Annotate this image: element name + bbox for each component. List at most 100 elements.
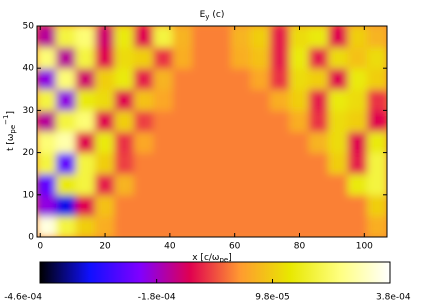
- heat-cell: [347, 215, 369, 237]
- heat-cell: [328, 215, 349, 237]
- heat-cell: [153, 215, 174, 237]
- heat-cell: [153, 46, 174, 69]
- heat-cell: [211, 109, 232, 132]
- heat-cell: [133, 67, 155, 90]
- heat-cell: [367, 215, 387, 237]
- heat-cell: [308, 194, 330, 217]
- heat-cell: [153, 67, 174, 90]
- heat-cell: [347, 131, 369, 154]
- heat-cell: [37, 152, 57, 175]
- heat-cell: [55, 67, 77, 90]
- heat-cell: [192, 67, 213, 90]
- heat-cell: [114, 215, 135, 237]
- heat-cell: [114, 67, 135, 90]
- heat-cell: [308, 131, 330, 154]
- heat-cell: [211, 46, 232, 69]
- heat-cell: [94, 173, 116, 196]
- heat-cell: [269, 215, 291, 237]
- heat-cell: [55, 152, 77, 175]
- heat-cell: [308, 67, 330, 90]
- heat-cell: [37, 67, 57, 90]
- heat-cell: [211, 173, 232, 196]
- heat-cell: [328, 131, 349, 154]
- heat-cell: [153, 194, 174, 217]
- heat-cell: [269, 109, 291, 132]
- heat-cell: [94, 215, 116, 237]
- heat-cell: [192, 194, 213, 217]
- heat-cell: [114, 109, 135, 132]
- heat-cell: [114, 131, 135, 154]
- heat-cell: [55, 26, 77, 48]
- y-label-end: ]: [6, 111, 16, 115]
- colorbar-tick-label: -1.8e-04: [138, 293, 176, 303]
- heat-cell: [308, 152, 330, 175]
- heat-cell: [153, 152, 174, 175]
- heat-cell: [172, 26, 194, 48]
- heat-cell: [153, 109, 174, 132]
- title-end: (c): [212, 10, 224, 20]
- heat-cell: [347, 152, 369, 175]
- heat-cell: [289, 26, 310, 48]
- heat-cell: [55, 46, 77, 69]
- title-sub: y: [205, 13, 209, 21]
- heat-cell: [289, 46, 310, 69]
- x-axis-label: x [c/ωpe]: [192, 253, 231, 265]
- heat-cell: [172, 152, 194, 175]
- heat-cell: [230, 152, 252, 175]
- heat-cell: [133, 26, 155, 48]
- heat-cell: [308, 109, 330, 132]
- heat-cell: [133, 152, 155, 175]
- heat-cell: [230, 215, 252, 237]
- heat-cell: [37, 46, 57, 69]
- heat-cell: [289, 131, 310, 154]
- heat-cell: [75, 194, 96, 217]
- heat-cell: [192, 46, 213, 69]
- heat-cell: [211, 152, 232, 175]
- heat-cell: [289, 109, 310, 132]
- heat-cell: [172, 131, 194, 154]
- heat-cell: [153, 131, 174, 154]
- heat-cell: [347, 109, 369, 132]
- heat-cell: [328, 152, 349, 175]
- heat-cell: [172, 88, 194, 111]
- heat-cell: [347, 173, 369, 196]
- heat-cell: [172, 215, 194, 237]
- y-label-sub: pe: [9, 125, 17, 134]
- heat-cell: [94, 67, 116, 90]
- heat-cell: [192, 215, 213, 237]
- heat-cell: [328, 46, 349, 69]
- heat-cell: [367, 173, 387, 196]
- heat-cell: [250, 88, 271, 111]
- heat-cell: [133, 215, 155, 237]
- heat-cell: [347, 67, 369, 90]
- heat-cell: [230, 109, 252, 132]
- heat-cell: [367, 26, 387, 48]
- heat-cell: [289, 194, 310, 217]
- heat-cell: [172, 109, 194, 132]
- heat-cell: [133, 131, 155, 154]
- y-label-text: t [ω: [6, 134, 16, 151]
- heat-cell: [75, 215, 96, 237]
- heat-cell: [75, 131, 96, 154]
- x-label-end: ]: [228, 253, 232, 263]
- heat-cell: [37, 215, 57, 237]
- heat-cell: [114, 173, 135, 196]
- heat-cell: [192, 26, 213, 48]
- heat-cell: [367, 109, 387, 132]
- heat-cell: [308, 215, 330, 237]
- heat-cell: [55, 173, 77, 196]
- colorbar-tick-label: 9.8e-05: [255, 293, 290, 303]
- x-tick-label: 40: [164, 242, 176, 252]
- colorbar-tick-label: -4.6e-04: [4, 293, 42, 303]
- x-tick-label: 0: [37, 242, 43, 252]
- colorbar: [40, 262, 390, 283]
- heat-cell: [192, 88, 213, 111]
- heat-cell: [211, 215, 232, 237]
- heat-cell: [308, 26, 330, 48]
- y-tick-label: 40: [23, 64, 35, 74]
- heat-cell: [328, 88, 349, 111]
- heat-cell: [133, 173, 155, 196]
- heat-cell: [114, 194, 135, 217]
- heat-cell: [230, 131, 252, 154]
- heat-cell: [230, 67, 252, 90]
